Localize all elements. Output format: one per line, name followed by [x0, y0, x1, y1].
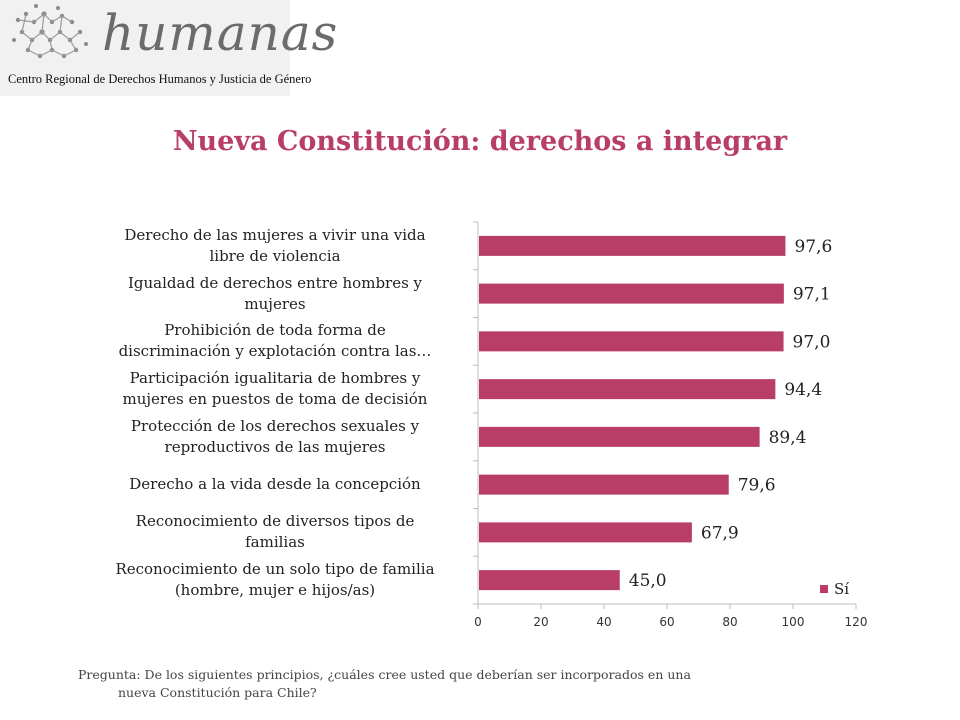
bar	[479, 522, 692, 543]
bar	[479, 570, 620, 591]
x-tick-label: 0	[474, 615, 482, 629]
x-tick-label: 40	[596, 615, 611, 629]
footnote: Pregunta: De los siguientes principios, …	[78, 666, 878, 702]
footnote-line-1: Pregunta: De los siguientes principios, …	[78, 667, 691, 682]
category-label-line: Igualdad de derechos entre hombres y	[127, 273, 423, 292]
category-label: Derecho a la vida desde la concepción	[80, 474, 470, 495]
category-label: Derecho de las mujeres a vivir una vida l…	[80, 225, 470, 267]
data-label: 97,0	[793, 332, 831, 352]
category-label-line: Participación igualitaria de hombres y	[129, 369, 421, 388]
category-label-line: libre de violencia	[209, 246, 341, 265]
category-label-line: Reconocimiento de diversos tipos de	[135, 512, 415, 531]
category-label-line: Reconocimiento de un solo tipo de famili…	[115, 560, 435, 579]
chart-title: Nueva Constitución: derechos a integrar	[172, 126, 788, 157]
category-label-line: Derecho de las mujeres a vivir una vida	[124, 225, 426, 244]
data-label: 94,4	[784, 380, 822, 400]
legend-swatch	[820, 585, 828, 593]
legend-label: Sí	[834, 580, 850, 598]
category-label-line: discriminación y explotación contra las…	[118, 342, 432, 361]
category-label-line: Derecho a la vida desde la concepción	[129, 475, 421, 494]
data-label: 97,6	[794, 237, 832, 257]
x-tick-label: 20	[533, 615, 548, 629]
category-label-line: mujeres en puestos de toma de decisión	[122, 390, 428, 409]
category-label-line: mujeres	[244, 294, 306, 313]
logo: humanas Centro Regional de Derechos Huma…	[0, 0, 337, 96]
x-tick-label: 120	[845, 615, 868, 629]
bar	[479, 379, 776, 400]
data-label: 79,6	[738, 476, 776, 496]
bar	[479, 331, 784, 352]
category-label-line: (hombre, mujer e hijos/as)	[174, 581, 376, 600]
x-tick-label: 60	[659, 615, 674, 629]
bar	[479, 283, 784, 304]
category-label-line: Prohibición de toda forma de	[164, 321, 386, 340]
category-label: Prohibición de toda forma de discriminaci…	[80, 320, 470, 362]
bar	[479, 235, 786, 256]
data-label: 89,4	[769, 428, 807, 448]
category-label: Participación igualitaria de hombres y mu…	[80, 368, 470, 410]
logo-wordmark: humanas	[102, 4, 339, 62]
x-tick-label: 80	[722, 615, 737, 629]
logo-subtitle: Centro Regional de Derechos Humanos y Ju…	[8, 72, 312, 86]
bar	[479, 474, 729, 495]
data-label: 67,9	[701, 523, 739, 543]
category-label-line: Protección de los derechos sexuales y	[130, 416, 420, 435]
category-label: Reconocimiento de un solo tipo de famili…	[80, 559, 470, 601]
logo-mark-icon	[12, 4, 88, 59]
category-label: Reconocimiento de diversos tipos de famil…	[80, 511, 470, 553]
footnote-line-2: nueva Constitución para Chile?	[118, 685, 317, 700]
legend: Sí	[820, 580, 849, 598]
x-tick-label: 100	[782, 615, 805, 629]
category-label: Protección de los derechos sexuales y rep…	[80, 416, 470, 458]
category-label-line: reproductivos de las mujeres	[164, 437, 386, 456]
bar	[479, 426, 760, 447]
data-label: 97,1	[793, 285, 831, 305]
data-label: 45,0	[629, 571, 667, 591]
category-label: Igualdad de derechos entre hombres y muje…	[80, 273, 470, 315]
category-label-line: familias	[245, 533, 305, 552]
